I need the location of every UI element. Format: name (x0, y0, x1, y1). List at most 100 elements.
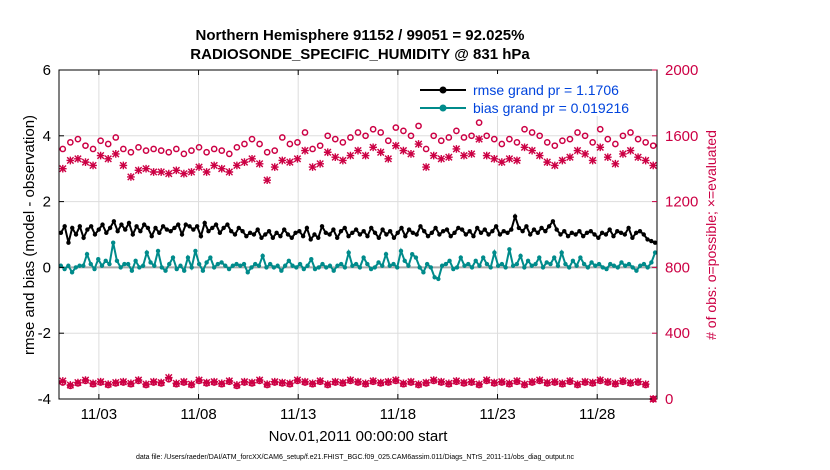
bias-point (454, 265, 460, 270)
evaluated-point (316, 377, 324, 385)
rmse-point (391, 235, 397, 240)
rmse-point (607, 227, 612, 232)
possible-point (460, 134, 468, 141)
evaluated-point (619, 150, 627, 158)
possible-point (278, 134, 286, 141)
possible-point (566, 135, 574, 143)
possible-point (445, 134, 453, 141)
possible-point (589, 139, 597, 146)
evaluated-point (490, 378, 499, 387)
legend-rmse-label: rmse grand pr = 1.1706 (473, 82, 619, 98)
possible-point (468, 132, 475, 140)
evaluated-point (369, 143, 377, 152)
rmse-point (440, 229, 446, 234)
rmse-point (73, 232, 79, 237)
evaluated-point (323, 148, 332, 157)
evaluated-point (278, 378, 287, 387)
evaluated-point (74, 154, 82, 163)
possible-point (210, 145, 218, 153)
rmse-point (376, 235, 382, 240)
bias-point (200, 268, 206, 273)
evaluated-point (566, 153, 574, 162)
evaluated-point (187, 380, 196, 389)
rmse-point (550, 219, 556, 224)
evaluated-point (346, 376, 355, 384)
bias-point (428, 265, 434, 270)
rmse-point (558, 232, 563, 237)
rmse-point (429, 230, 435, 236)
evaluated-point (142, 380, 150, 389)
evaluated-point (225, 168, 234, 176)
evaluated-point (505, 154, 514, 163)
evaluated-point (437, 377, 446, 386)
evaluated-point (550, 161, 559, 170)
evaluated-point (157, 378, 166, 387)
evaluated-point (603, 377, 612, 386)
rmse-point (471, 233, 476, 239)
x-axis-label: Nov.01,2011 00:00:00 start (269, 428, 449, 445)
evaluated-point (581, 150, 589, 158)
rmse-point (380, 227, 385, 232)
bias-point (458, 255, 463, 260)
rmse-point (160, 224, 166, 229)
evaluated-point (263, 176, 272, 185)
evaluated-point (392, 141, 400, 150)
evaluated-point (134, 376, 143, 384)
possible-point (634, 135, 642, 143)
evaluated-point (490, 154, 499, 163)
rmse-point (573, 232, 578, 237)
rmse-point (633, 230, 639, 236)
evaluated-point (195, 163, 203, 171)
rmse-point (531, 227, 537, 232)
possible-point (453, 127, 460, 135)
possible-point (165, 148, 173, 156)
evaluated-point (520, 143, 529, 152)
possible-point (362, 132, 369, 140)
rmse-point (251, 232, 257, 237)
evaluated-point (414, 140, 423, 148)
rmse-point (334, 235, 340, 240)
bias-point (641, 261, 647, 267)
evaluated-point (399, 146, 408, 155)
rmse-point (77, 224, 83, 229)
evaluated-point (649, 161, 658, 170)
evaluated-point (581, 377, 589, 386)
rmse-point (157, 230, 162, 236)
rmse-point (422, 229, 427, 234)
rmse-point (123, 227, 128, 232)
rmse-point (274, 230, 279, 236)
possible-point (104, 140, 112, 148)
rmse-point (70, 225, 75, 231)
evaluated-point (588, 156, 597, 165)
bias-point (439, 263, 445, 268)
bias-point (196, 261, 202, 267)
bias-point (58, 263, 64, 268)
evaluated-point (429, 151, 438, 160)
bias-point (174, 266, 179, 272)
rmse-point (58, 230, 64, 236)
bias-point (409, 252, 415, 257)
evaluated-point (89, 161, 97, 170)
possible-point (339, 139, 347, 146)
bias-point (211, 265, 217, 270)
rmse-point (535, 230, 540, 236)
possible-point (551, 142, 559, 150)
evaluated-point (520, 380, 529, 389)
evaluated-point (195, 376, 203, 384)
bias-point (540, 265, 546, 270)
rmse-point (187, 224, 192, 229)
bias-point (271, 265, 277, 270)
bias-point (241, 261, 247, 267)
evaluated-point (81, 158, 90, 166)
series-rmse (58, 213, 658, 245)
rmse-point (297, 229, 302, 234)
plot-frame (58, 69, 658, 400)
rmse-point (425, 233, 431, 239)
bias-point (484, 261, 490, 267)
evaluated-point (225, 377, 234, 385)
evaluated-point (641, 156, 650, 165)
bias-point (267, 261, 273, 267)
evaluated-point (384, 377, 393, 386)
bias-point (552, 255, 557, 260)
possible-point (180, 150, 188, 158)
